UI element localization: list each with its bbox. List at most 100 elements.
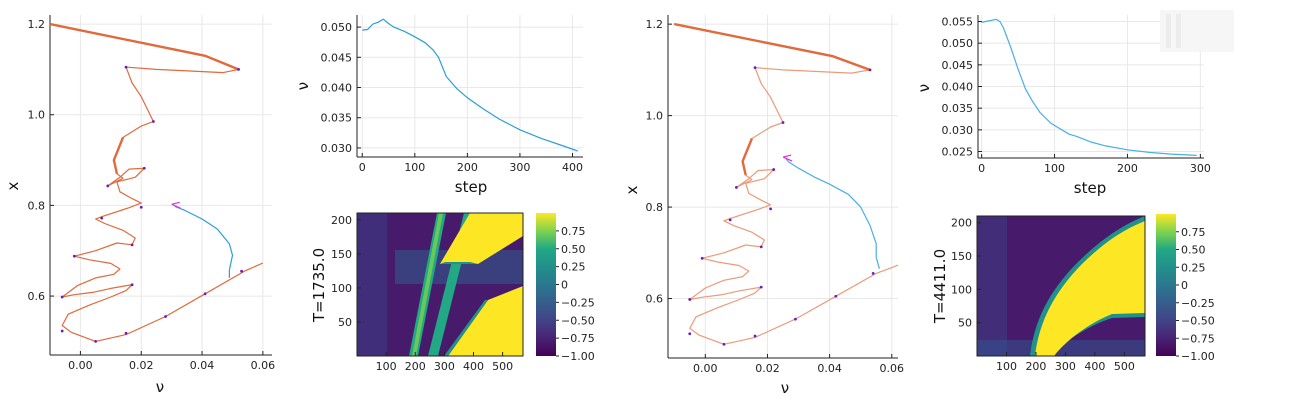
left-trajectory-xtick-label: 0.04	[190, 359, 215, 372]
left-trajectory-marker	[130, 283, 134, 287]
right-trajectory-marker	[753, 66, 757, 69]
left-heatmap-colorbar-label: 0.50	[561, 243, 586, 256]
left-heatmap-frame	[356, 212, 524, 357]
right-trajectory-marker	[688, 298, 692, 301]
left-trajectory-marker	[151, 120, 155, 123]
right-trajectory-marker	[700, 256, 704, 260]
right-heatmap-colorbar-label: −0.25	[1181, 297, 1215, 310]
left-heatmap-colorbar-label: 0.25	[561, 261, 586, 274]
right-trajectory-marker	[834, 294, 838, 298]
right-colorbar	[1156, 214, 1176, 356]
right-step-panel: 0 100 200 300 0.025 0.030 0.035 0.040 0.045 0.050…	[915, 15, 1211, 197]
left-heatmap-ylabel: T=1735.0	[310, 248, 328, 323]
left-trajectory-marker	[100, 216, 104, 220]
left-trajectory-marker	[237, 68, 240, 71]
right-heatmap-xtick-label: 500	[1114, 360, 1135, 373]
right-heatmap-colorbar-label: −1.00	[1181, 350, 1215, 363]
left-heatmap-ytick-label: 50	[338, 316, 352, 329]
right-trajectory-marker	[688, 332, 692, 336]
left-step-panel: 0 100 200 300 400 0.030 0.035 0.040 0.045 0.050 s…	[294, 15, 583, 196]
left-heatmap-colorbar-label: −0.25	[561, 296, 595, 309]
left-step-xtick-label: 200	[457, 161, 478, 174]
left-heatmap-xtick-label: 100	[376, 360, 397, 373]
right-trajectory-ytick-label: 0.8	[646, 201, 664, 214]
right-heatmap-colorbar-label: 0	[1181, 279, 1188, 292]
left-trajectory-panel: 0.00 0.02 0.04 0.06 0.6 0.8 1.0 1.2 ν x	[4, 15, 275, 396]
right-trajectory-marker	[781, 121, 785, 124]
left-trajectory-marker	[203, 292, 207, 296]
right-trajectory-marker	[722, 342, 726, 346]
left-step-ytick-label: 0.030	[321, 142, 353, 155]
left-heatmap-colorbar-label: −1.00	[561, 350, 595, 363]
right-trajectory-ytick-label: 1.0	[646, 110, 664, 123]
right-heatmap-colorbar-label: 0.50	[1181, 244, 1206, 257]
left-trajectory-branch-thick-line	[49, 22, 239, 71]
left-heatmap-colorbar-label: 0.75	[561, 225, 586, 238]
left-heatmap-panel: 100 200 300 400 500 50 100 150 200 0.75 0.50 0.25 0 −…	[310, 212, 595, 373]
left-step-ylabel: ν	[294, 82, 312, 90]
left-trajectory-ytick-label: 1.0	[28, 109, 46, 122]
left-heatmap-xtick-label: 200	[405, 360, 426, 373]
left-trajectory-marker	[164, 315, 167, 318]
left-heatmap-ytick-label: 150	[331, 248, 352, 261]
left-heatmap-xtick-label: 500	[492, 360, 513, 373]
left-trajectory-marker	[240, 269, 243, 273]
right-step-xtick-label: 100	[1044, 162, 1065, 175]
right-heatmap-colorbar-label: −0.50	[1181, 315, 1215, 328]
left-trajectory-marker	[94, 340, 98, 343]
right-trajectory-start-marker	[782, 154, 793, 162]
right-trajectory-marker	[759, 245, 763, 249]
right-trajectory-ytick-label: 0.6	[646, 293, 664, 306]
right-trajectory-xtick-label: 0.02	[755, 362, 780, 375]
left-step-ytick-label: 0.040	[321, 82, 353, 95]
left-heatmap-colorbar-label: −0.75	[561, 332, 595, 345]
right-trajectory-ylabel: x	[623, 185, 641, 194]
right-heatmap-ytick-label: 150	[951, 250, 972, 263]
left-step-xtick-label: 300	[509, 161, 530, 174]
left-step-xtick-label: 400	[562, 161, 583, 174]
left-trajectory-marker	[72, 254, 76, 258]
right-trajectory-marker	[759, 285, 763, 289]
right-trajectory-marker	[794, 317, 797, 321]
left-trajectory-xtick-label: 0.06	[251, 359, 276, 372]
right-step-ylabel: ν	[915, 84, 933, 92]
left-heatmap-xtick-label: 400	[463, 360, 484, 373]
right-heatmap-frame	[976, 215, 1146, 357]
right-step-xlabel: step	[1074, 179, 1106, 197]
left-trajectory-ytick-label: 0.8	[28, 199, 46, 212]
right-trajectory-branch-line	[674, 23, 899, 345]
right-step-xtick-label: 0	[978, 162, 985, 175]
right-step-xtick-label: 200	[1117, 162, 1138, 175]
left-trajectory-xtick-label: 0.00	[68, 359, 93, 372]
left-trajectory-branch-thick-line	[112, 136, 125, 174]
left-trajectory-marker	[139, 205, 143, 209]
left-trajectory-start-marker	[171, 201, 181, 209]
right-step-ytick-label: 0.035	[942, 102, 974, 115]
left-step-xtick-label: 100	[404, 161, 425, 174]
left-step-xlabel: step	[455, 178, 487, 196]
right-step-ytick-label: 0.045	[942, 59, 974, 72]
left-trajectory-trajectory-line	[174, 205, 234, 278]
right-trajectory-marker	[728, 218, 732, 222]
right-heatmap-colorbar-label: −0.75	[1181, 332, 1215, 345]
right-heatmap-colorbar-label: 0.25	[1181, 261, 1206, 274]
left-trajectory-branch-line	[49, 23, 264, 342]
right-heatmap-xtick-label: 100	[996, 360, 1017, 373]
left-trajectory-xlabel: ν	[156, 378, 164, 396]
right-step-ytick-label: 0.040	[942, 81, 974, 94]
right-trajectory-marker	[769, 207, 772, 211]
left-step-xtick-label: 0	[359, 161, 366, 174]
left-trajectory-ytick-label: 0.6	[28, 290, 46, 303]
left-step-ytick-label: 0.050	[321, 21, 353, 34]
right-step-ytick-label: 0.050	[942, 37, 974, 50]
right-step-ytick-label: 0.055	[942, 16, 974, 29]
left-trajectory-marker	[130, 243, 134, 247]
right-heatmap-xtick-label: 200	[1025, 360, 1046, 373]
left-trajectory-ytick-label: 1.2	[28, 18, 46, 31]
right-trajectory-ytick-label: 1.2	[646, 18, 664, 31]
right-step-ytick-label: 0.030	[942, 124, 974, 137]
right-heatmap-xtick-label: 300	[1055, 360, 1076, 373]
left-trajectory-marker	[124, 65, 128, 69]
left-step-nu-line	[362, 18, 578, 152]
